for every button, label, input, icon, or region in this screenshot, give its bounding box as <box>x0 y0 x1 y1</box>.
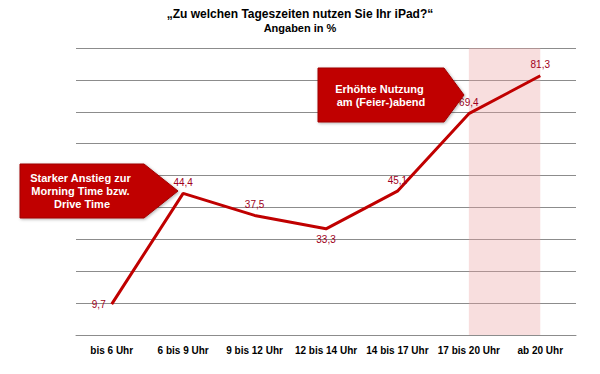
svg-text:am (Feier-)abend: am (Feier-)abend <box>337 96 426 108</box>
svg-text:14 bis 17 Uhr: 14 bis 17 Uhr <box>366 345 428 356</box>
svg-text:9,7: 9,7 <box>92 299 106 310</box>
svg-text:9 bis 12 Uhr: 9 bis 12 Uhr <box>226 345 283 356</box>
svg-text:45,1: 45,1 <box>388 175 408 186</box>
svg-text:37,5: 37,5 <box>245 199 265 210</box>
svg-text:33,3: 33,3 <box>316 234 336 245</box>
svg-text:Morning Time bzw.: Morning Time bzw. <box>31 185 132 197</box>
svg-text:Erhöhte Nutzung: Erhöhte Nutzung <box>335 83 427 95</box>
svg-text:12 bis 14 Uhr: 12 bis 14 Uhr <box>295 345 357 356</box>
svg-text:bis 6 Uhr: bis 6 Uhr <box>90 345 133 356</box>
svg-text:Starker Anstieg zur: Starker Anstieg zur <box>30 172 134 184</box>
svg-text:ab 20 Uhr: ab 20 Uhr <box>517 345 563 356</box>
svg-text:Drive Time: Drive Time <box>54 198 110 210</box>
svg-text:„Zu welchen Tageszeiten nutzen: „Zu welchen Tageszeiten nutzen Sie Ihr i… <box>167 7 434 21</box>
svg-text:Angaben in %: Angaben in % <box>264 22 337 34</box>
svg-text:17 bis 20 Uhr: 17 bis 20 Uhr <box>438 345 500 356</box>
svg-text:69,4: 69,4 <box>459 97 479 108</box>
svg-text:44,4: 44,4 <box>173 177 193 188</box>
svg-text:81,3: 81,3 <box>531 59 551 70</box>
svg-text:6 bis 9 Uhr: 6 bis 9 Uhr <box>158 345 209 356</box>
